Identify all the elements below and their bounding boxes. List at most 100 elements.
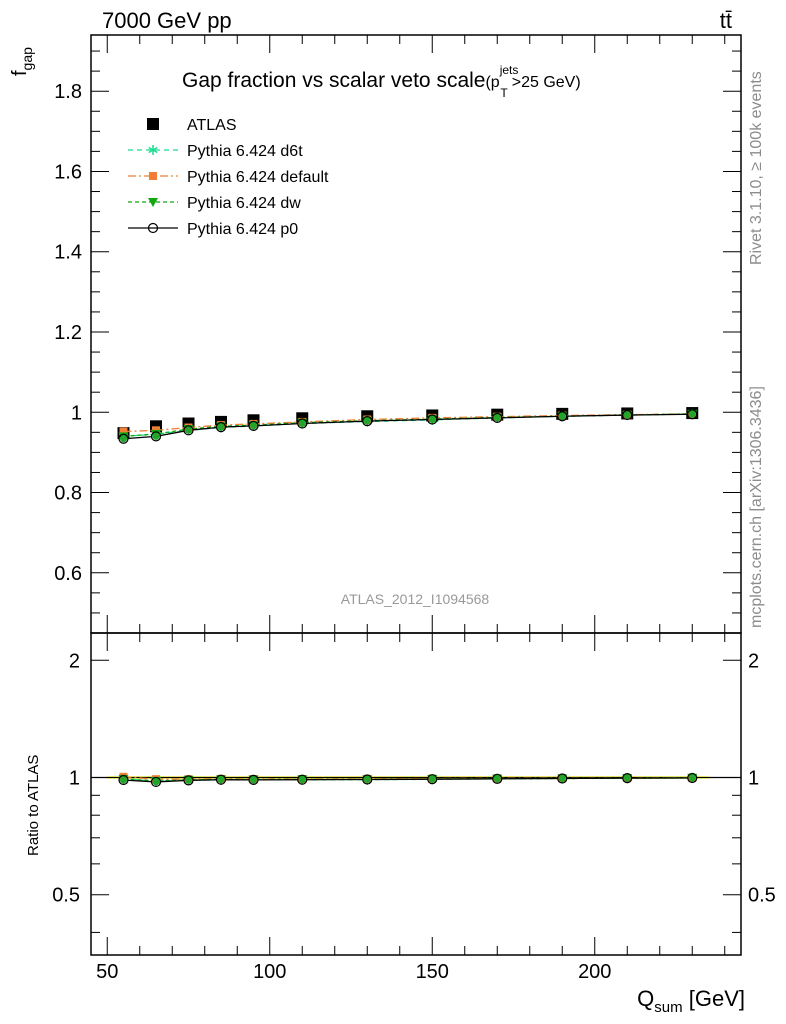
series-point-ratio <box>687 772 698 784</box>
x-axis-label-text: Q <box>637 986 654 1011</box>
y-tick-label-main: 1 <box>71 402 82 424</box>
overlay-point-ratio <box>363 776 371 784</box>
x-axis-label-sub: sum <box>654 999 682 1016</box>
series-point-main <box>362 415 373 427</box>
overlay-point-main <box>623 411 631 419</box>
overlay-point-main <box>558 412 566 420</box>
series-point-ratio <box>557 773 568 784</box>
analysis-label: ATLAS_2012_I1094568 <box>341 591 490 607</box>
legend-marker <box>147 222 159 234</box>
overlay-point-main <box>428 415 436 423</box>
series-point-main <box>118 433 129 444</box>
overlay-point-ratio <box>298 776 306 784</box>
series-point-ratio <box>118 774 129 786</box>
overlay-point-ratio <box>623 774 631 782</box>
overlay-point-main <box>298 419 306 427</box>
series-line-main <box>123 413 693 433</box>
series-point-main <box>427 414 438 425</box>
overlay-point-ratio <box>493 775 501 783</box>
y-axis-label-main: fgap <box>9 47 35 76</box>
series-line-main <box>123 413 693 440</box>
overlay-point-main <box>120 435 127 443</box>
y-axis-label-main-sub: gap <box>19 47 35 71</box>
legend-label: Pythia 6.424 dw <box>187 195 301 212</box>
x-tick-label: 100 <box>253 961 286 983</box>
overlay-point-main <box>152 432 160 440</box>
x-axis-label: Qsum [GeV] <box>637 986 745 1016</box>
series-point-main <box>557 411 568 422</box>
overlay-point-main <box>217 423 225 431</box>
series-point-ratio <box>150 776 162 788</box>
series-point-main <box>687 409 698 420</box>
series-point-ratio <box>183 775 194 786</box>
y-tick-label-main: 1.2 <box>54 322 82 344</box>
series-line-ratio <box>123 777 693 783</box>
mcplots-label: mcplots.cern.ch [arXiv:1306.3436] <box>748 386 765 628</box>
chart-title-main: Gap fraction vs scalar veto scale <box>182 69 485 92</box>
overlay-point-ratio <box>152 778 160 786</box>
chart-title-open: (p <box>485 74 499 91</box>
series-point-ratio <box>248 774 259 785</box>
series-point-main <box>119 427 128 436</box>
y-axis-label-main-text: f <box>9 70 31 76</box>
chart-title-sub: T <box>500 86 508 100</box>
y-tick-label-ratio: 0.5 <box>52 885 80 907</box>
y-tick-label-main: 0.6 <box>54 563 82 585</box>
series-line-main <box>123 413 693 437</box>
chart-title-close: >25 GeV) <box>512 74 581 91</box>
series-point-main <box>215 422 227 433</box>
legend-marker <box>149 172 157 180</box>
chart-title-sup: jets <box>499 63 519 77</box>
legend-label: Pythia 6.424 p0 <box>187 221 298 238</box>
legend-marker-stroke <box>148 146 158 154</box>
ratio-plot-frame <box>90 632 742 956</box>
y-tick-label-ratio: 1 <box>69 767 80 789</box>
legend-marker-atlas <box>147 118 159 130</box>
legend: ATLAS Pythia 6.424 d6t Pythia 6.424 defaul… <box>128 117 329 238</box>
energy-label: 7000 GeV pp <box>102 8 232 33</box>
reference-band <box>91 776 741 779</box>
y-tick-label-ratio-right: 0.5 <box>748 885 776 907</box>
series-point-ratio <box>362 774 373 785</box>
overlay-point-main <box>363 417 371 425</box>
overlay-point-ratio <box>217 776 225 784</box>
axis-ticks: 50 100 150 200 0.6 0.8 1 1.2 1.4 1.6 1.8 0.5 0.5 1 1 2 2 <box>52 35 776 983</box>
series-point-main <box>492 412 503 423</box>
series-point-ratio <box>622 773 633 784</box>
overlay-point-ratio <box>185 776 192 784</box>
y-tick-label-ratio-right: 2 <box>748 650 759 672</box>
chart-title: Gap fraction vs scalar veto scale(pjets T… <box>182 63 581 100</box>
y-axis-label-ratio: Ratio to ATLAS <box>25 755 42 856</box>
overlay-point-ratio <box>558 774 566 782</box>
process-label: tt̄ <box>720 8 732 33</box>
main-series <box>117 407 699 444</box>
series-point-ratio <box>427 774 438 785</box>
legend-label: Pythia 6.424 d6t <box>187 143 303 160</box>
series-point-main <box>248 420 259 432</box>
series-line-main <box>123 413 693 437</box>
overlay-point-main <box>250 422 257 430</box>
legend-marker <box>148 145 158 155</box>
series-point-ratio <box>215 774 227 785</box>
series-point-ratio <box>492 773 503 784</box>
legend-label: Pythia 6.424 default <box>187 169 329 186</box>
y-tick-label-main: 1.8 <box>54 81 82 103</box>
series-point-main <box>150 431 162 442</box>
overlay-point-main <box>493 414 501 422</box>
series-point-main <box>183 425 194 436</box>
y-tick-label-ratio: 2 <box>69 650 80 672</box>
ratio-series <box>118 772 698 788</box>
overlay-point-main <box>185 426 192 434</box>
y-tick-label-main: 0.8 <box>54 483 82 505</box>
rivet-label: Rivet 3.1.10, ≥ 100k events <box>748 71 765 265</box>
overlay-point-ratio <box>428 775 436 783</box>
x-tick-label: 200 <box>578 961 611 983</box>
y-tick-label-main: 1.6 <box>54 161 82 183</box>
series-point-main <box>297 418 308 429</box>
y-tick-label-ratio-right: 1 <box>748 767 759 789</box>
y-tick-label-main: 1.4 <box>54 242 82 264</box>
overlay-point-ratio <box>250 776 257 784</box>
legend-marker <box>148 198 158 207</box>
legend-label-atlas: ATLAS <box>187 117 237 134</box>
